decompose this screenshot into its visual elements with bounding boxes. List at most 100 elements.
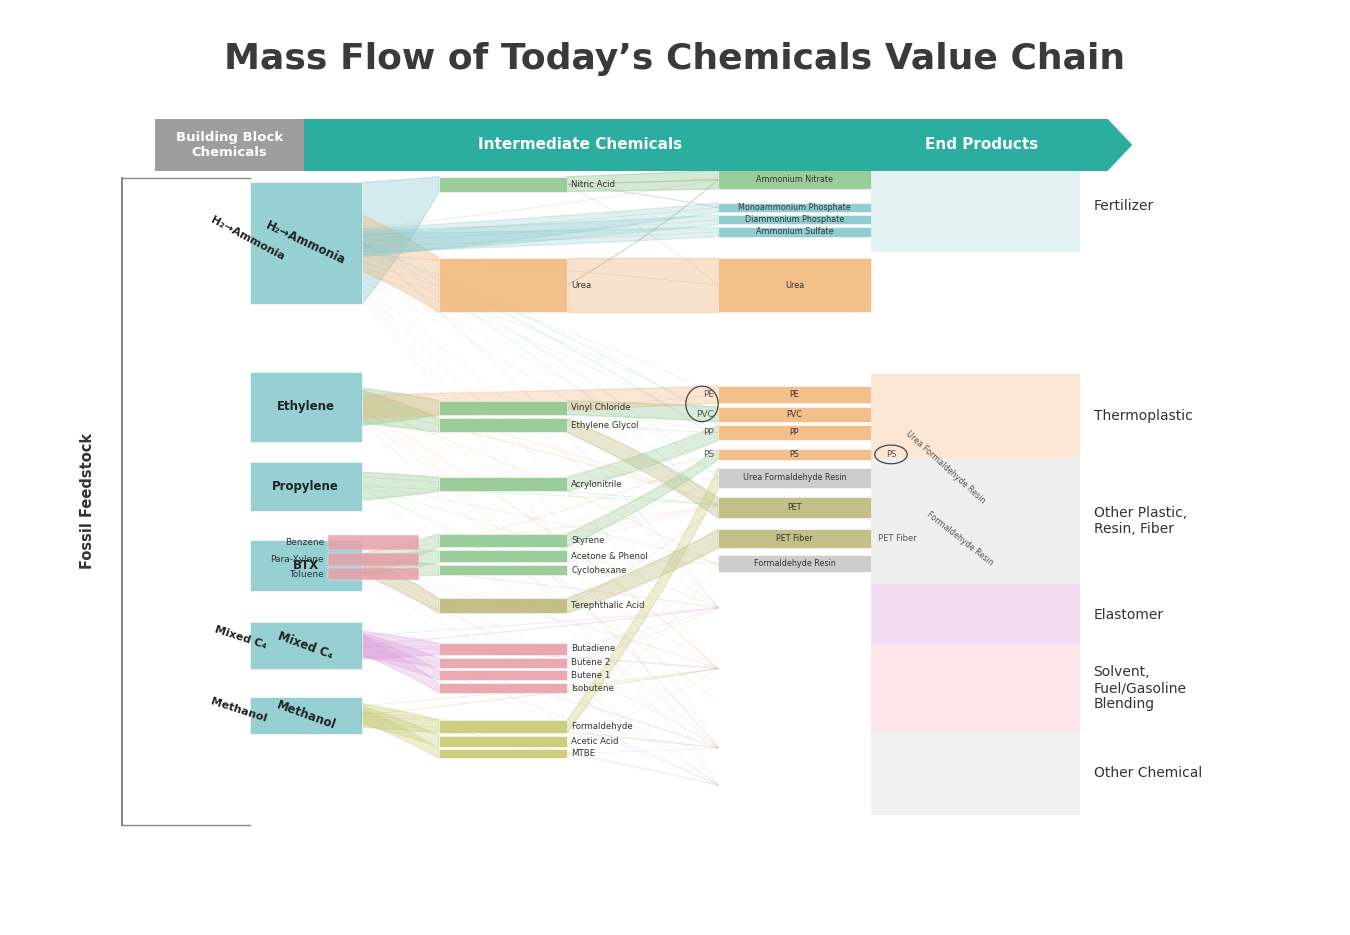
Text: PP: PP	[790, 428, 799, 438]
Text: Para-Xylene: Para-Xylene	[270, 554, 324, 564]
Text: PET Fiber: PET Fiber	[878, 534, 917, 543]
Bar	[871, 159, 1080, 252]
Text: Butene 2: Butene 2	[571, 658, 610, 668]
Text: H₂→Ammonia: H₂→Ammonia	[263, 219, 348, 267]
Polygon shape	[567, 529, 718, 613]
Text: Ammonium Sulfate: Ammonium Sulfate	[756, 227, 833, 237]
Bar	[328, 568, 418, 580]
Bar	[718, 215, 871, 224]
Polygon shape	[1107, 120, 1131, 170]
Polygon shape	[362, 177, 439, 304]
Text: Elastomer: Elastomer	[1094, 608, 1164, 622]
Text: Methanol: Methanol	[274, 698, 338, 732]
Bar	[250, 371, 362, 442]
Text: Toluene: Toluene	[289, 569, 324, 579]
Bar	[250, 182, 362, 304]
Text: Fertilizer: Fertilizer	[1094, 199, 1154, 212]
Bar	[250, 462, 362, 511]
Bar	[718, 555, 871, 572]
Polygon shape	[362, 706, 439, 747]
Bar	[439, 418, 567, 432]
Text: Solvent,
Fuel/Gasoline
Blending: Solvent, Fuel/Gasoline Blending	[1094, 665, 1187, 712]
Text: Ethylene: Ethylene	[277, 400, 335, 413]
Bar	[718, 258, 871, 312]
Polygon shape	[362, 557, 439, 613]
Text: Intermediate Chemicals: Intermediate Chemicals	[478, 137, 683, 152]
Polygon shape	[362, 631, 439, 659]
Text: Isobutene: Isobutene	[571, 683, 614, 693]
Polygon shape	[362, 634, 439, 668]
Bar	[439, 598, 567, 613]
Bar	[718, 468, 871, 488]
Bar	[718, 449, 871, 459]
Polygon shape	[362, 215, 718, 254]
Text: BTX: BTX	[293, 559, 319, 572]
Bar	[439, 534, 567, 547]
Bar	[871, 458, 1080, 584]
Bar	[718, 203, 871, 212]
Text: PE: PE	[703, 390, 714, 399]
Bar	[439, 477, 567, 492]
Polygon shape	[567, 468, 718, 733]
Text: Mass Flow of Today’s Chemicals Value Chain: Mass Flow of Today’s Chemicals Value Cha…	[224, 42, 1126, 76]
Bar	[439, 550, 567, 562]
Bar	[871, 731, 1080, 815]
Text: PP: PP	[703, 428, 714, 438]
Polygon shape	[362, 703, 439, 733]
Bar	[439, 720, 567, 733]
Bar	[439, 749, 567, 758]
Polygon shape	[362, 388, 439, 425]
Text: Propylene: Propylene	[273, 480, 339, 493]
Text: Mixed C₄: Mixed C₄	[213, 625, 267, 651]
Text: Methanol: Methanol	[209, 697, 267, 725]
Bar	[439, 400, 567, 415]
Text: Urea Formaldehyde Resin: Urea Formaldehyde Resin	[743, 473, 846, 482]
Polygon shape	[362, 550, 439, 576]
Polygon shape	[304, 120, 328, 170]
Bar	[857, 119, 1107, 170]
Polygon shape	[362, 203, 718, 257]
Bar	[718, 425, 871, 440]
Text: PS: PS	[790, 450, 799, 459]
Text: Building Block
Chemicals: Building Block Chemicals	[176, 131, 284, 159]
Text: Butadiene: Butadiene	[571, 644, 616, 654]
Text: Urea: Urea	[784, 280, 805, 290]
Text: Ethylene Glycol: Ethylene Glycol	[571, 421, 639, 430]
Text: Urea: Urea	[571, 280, 591, 290]
Polygon shape	[362, 636, 439, 693]
Bar	[718, 529, 871, 548]
Bar	[250, 539, 362, 592]
Text: PET Fiber: PET Fiber	[776, 534, 813, 543]
Bar	[328, 553, 418, 566]
Bar	[439, 683, 567, 693]
Bar	[155, 119, 304, 170]
Polygon shape	[362, 472, 439, 500]
Text: Vinyl Chloride: Vinyl Chloride	[571, 403, 630, 412]
Polygon shape	[362, 391, 439, 432]
Polygon shape	[857, 120, 882, 170]
Bar	[439, 258, 567, 312]
Polygon shape	[362, 386, 718, 419]
Polygon shape	[567, 401, 718, 422]
Text: Urea Formaldehyde Resin: Urea Formaldehyde Resin	[904, 429, 987, 506]
Text: End Products: End Products	[926, 137, 1038, 152]
Polygon shape	[362, 227, 718, 252]
Bar	[439, 736, 567, 747]
Text: Acetic Acid: Acetic Acid	[571, 737, 618, 746]
Bar	[439, 658, 567, 668]
Text: Monoammonium Phosphate: Monoammonium Phosphate	[738, 203, 850, 212]
Text: Acrylonitrile: Acrylonitrile	[571, 480, 622, 489]
Polygon shape	[567, 450, 718, 547]
Text: Formaldehyde: Formaldehyde	[571, 722, 633, 731]
Text: Diammonium Phosphate: Diammonium Phosphate	[745, 215, 844, 224]
Bar	[718, 227, 871, 237]
Bar	[718, 497, 871, 518]
Text: Other Chemical: Other Chemical	[1094, 767, 1202, 780]
Text: Formaldehyde Resin: Formaldehyde Resin	[753, 559, 836, 568]
Bar	[250, 697, 362, 734]
Polygon shape	[362, 556, 439, 575]
Text: Other Plastic,
Resin, Fiber: Other Plastic, Resin, Fiber	[1094, 506, 1187, 537]
Polygon shape	[362, 709, 439, 758]
Bar	[328, 535, 418, 550]
Bar	[439, 177, 567, 192]
